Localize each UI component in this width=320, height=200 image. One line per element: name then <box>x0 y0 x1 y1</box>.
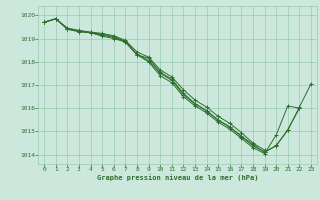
X-axis label: Graphe pression niveau de la mer (hPa): Graphe pression niveau de la mer (hPa) <box>97 174 258 181</box>
